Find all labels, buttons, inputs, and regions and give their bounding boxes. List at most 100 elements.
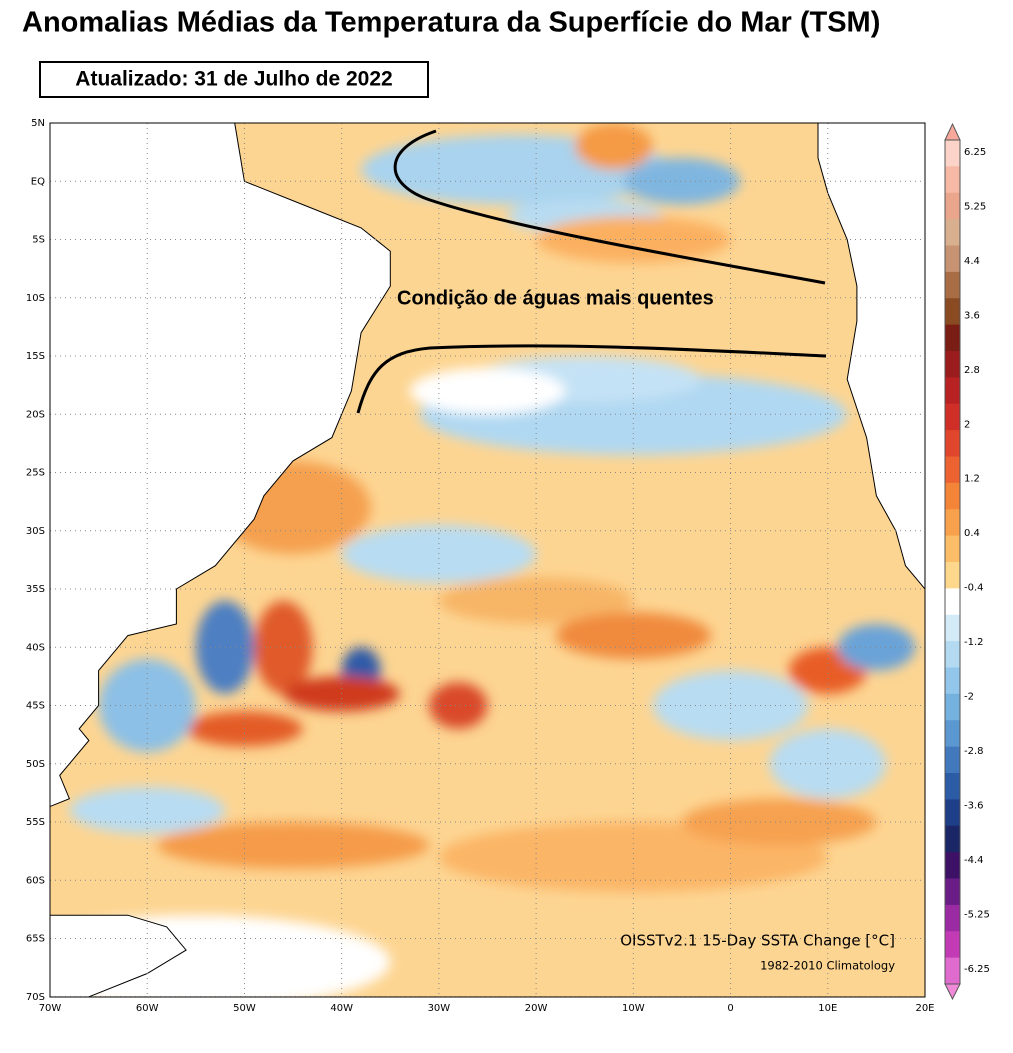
anomaly-patch — [429, 682, 488, 729]
lat-label: 60S — [26, 875, 45, 886]
colorbar-segment — [945, 641, 960, 668]
colorbar-label: 4.4 — [964, 256, 980, 267]
colorbar-label: 5.25 — [964, 201, 986, 212]
colorbar-segment — [945, 245, 960, 273]
title: Anomalias Médias da Temperatura da Super… — [22, 7, 880, 39]
lat-label: 70S — [26, 992, 45, 1003]
anomaly-field — [50, 123, 916, 997]
colorbar-segment — [945, 614, 960, 642]
colorbar-label: 3.6 — [964, 310, 980, 321]
colorbar-segment — [945, 271, 960, 299]
colorbar-frame — [944, 139, 961, 985]
colorbar-label: -4.4 — [964, 855, 984, 866]
lon-label: 30W — [428, 1003, 451, 1014]
updated-box — [39, 61, 429, 98]
lon-label: 40W — [330, 1003, 353, 1014]
anomaly-patch — [195, 600, 255, 694]
lon-label: 0 — [727, 1003, 733, 1014]
colorbar-label: 2 — [964, 419, 970, 430]
land — [50, 123, 925, 997]
anomaly-patch — [69, 787, 225, 834]
anomaly-patch — [555, 612, 712, 659]
lat-label: 30S — [26, 526, 45, 537]
colorbar-label: -2 — [964, 692, 974, 703]
anomaly-patch — [341, 524, 537, 584]
colorbar-arrow — [944, 983, 961, 1001]
colorbar-segment — [945, 403, 960, 431]
lat-label: 40S — [26, 642, 45, 653]
lon-label: 60W — [136, 1003, 159, 1014]
lat-label: 65S — [26, 934, 45, 945]
colorbar-label: 2.8 — [964, 365, 980, 376]
product-label: OISSTv2.1 15-Day SSTA Change [°C] — [620, 932, 895, 950]
annotation: Condição de águas mais quentes — [397, 287, 714, 309]
colorbar-label: 1.2 — [964, 474, 980, 485]
anomaly-patch — [536, 216, 731, 263]
colorbar-segment — [945, 720, 960, 748]
colorbar-segment — [945, 746, 960, 774]
colorbar-segment — [945, 878, 960, 906]
colorbar-segment — [945, 535, 960, 563]
colorbar-segment — [945, 430, 960, 457]
anomaly-patch — [254, 600, 313, 694]
map-area — [50, 123, 925, 997]
colorbar-segment — [945, 324, 960, 352]
lon-label: 10E — [818, 1003, 837, 1014]
anomaly-patch — [98, 658, 196, 753]
lon-label: 10W — [622, 1003, 645, 1014]
colorbar-segment — [945, 562, 960, 589]
grid — [50, 123, 925, 997]
colorbar-segment — [945, 588, 960, 616]
map-frame — [49, 122, 926, 998]
colorbar-segment — [945, 852, 960, 879]
anomaly-patch — [156, 822, 430, 869]
updated-date: Atualizado: 31 de Julho de 2022 — [75, 68, 392, 91]
colorbar-label: -5.25 — [964, 909, 990, 920]
colorbar-segment — [945, 482, 960, 510]
anomaly-patch — [623, 157, 741, 205]
colorbar-segment — [945, 667, 960, 695]
landmass — [817, 123, 925, 590]
lat-label: 50S — [26, 759, 45, 770]
colorbar-label: -0.4 — [964, 583, 984, 594]
colorbar-label: 6.25 — [964, 147, 986, 158]
lat-label: 25S — [26, 468, 45, 479]
lon-label: 20W — [525, 1003, 548, 1014]
anomaly-patch — [438, 577, 634, 624]
colorbar-segment — [945, 773, 960, 800]
colorbar-arrow — [944, 122, 961, 141]
anomaly-patch — [409, 367, 566, 415]
colorbar-segment — [945, 825, 960, 853]
colorbar-label: -2.8 — [964, 746, 984, 757]
annotation-curve — [356, 344, 827, 414]
colorbar-segment — [945, 693, 960, 721]
lon-label: 20E — [915, 1003, 934, 1014]
lat-label: 35S — [26, 584, 45, 595]
colorbar-segment — [945, 456, 960, 484]
colorbar-segment — [945, 377, 960, 405]
lat-label: 5S — [32, 235, 45, 246]
colorbar-segment — [945, 219, 960, 246]
colorbar-segment — [945, 957, 960, 985]
landmass — [50, 914, 187, 997]
lon-label: 70W — [39, 1003, 62, 1014]
lat-label: 55S — [26, 817, 45, 828]
lat-label: 45S — [26, 701, 45, 712]
colorbar-segment — [945, 799, 960, 827]
lat-label: 5N — [31, 118, 45, 129]
anomaly-patch — [837, 623, 916, 671]
colorbar — [944, 122, 961, 1001]
colorbar-label: 0.4 — [964, 528, 980, 539]
colorbar-label: -3.6 — [964, 800, 984, 811]
lat-label: EQ — [31, 176, 45, 187]
colorbar-segment — [945, 509, 960, 537]
lat-label: 10S — [26, 293, 45, 304]
colorbar-segment — [945, 166, 960, 194]
colorbar-segment — [945, 904, 960, 932]
lat-label: 20S — [26, 409, 45, 420]
colorbar-segment — [945, 140, 960, 167]
colorbar-segment — [945, 931, 960, 959]
landmass — [50, 123, 391, 808]
